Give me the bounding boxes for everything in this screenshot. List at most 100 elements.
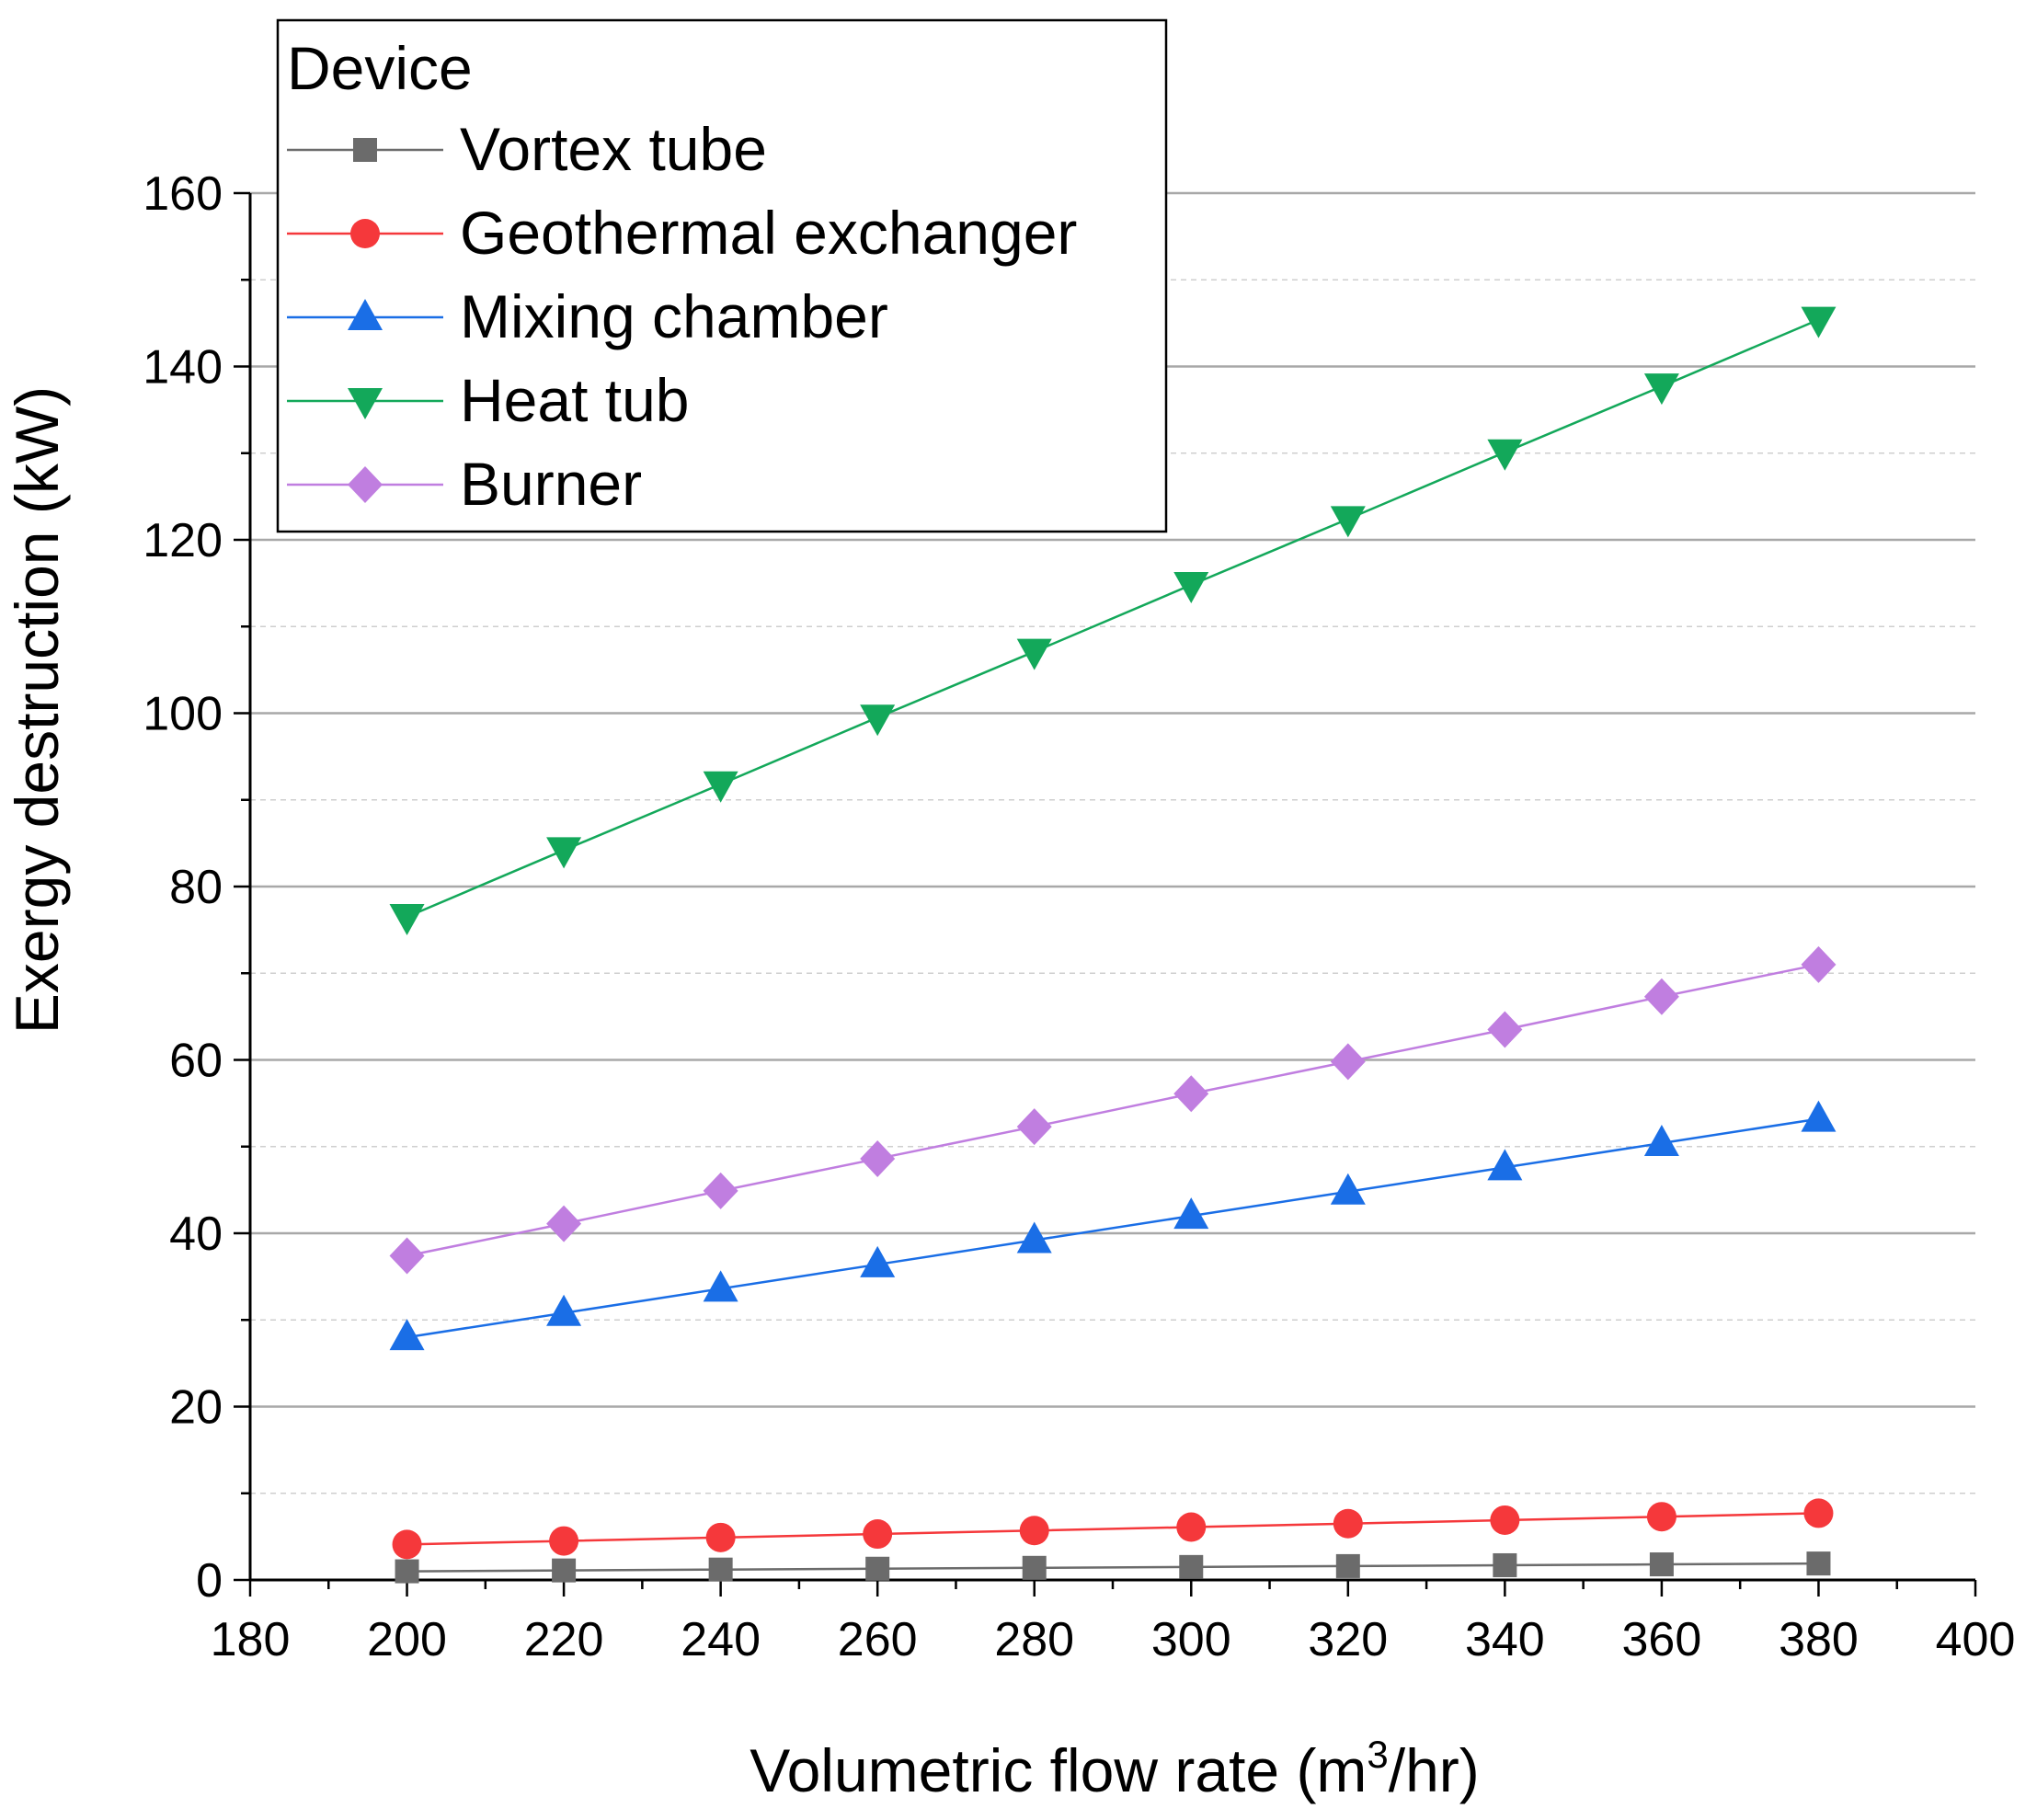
y-tick-label: 20 xyxy=(169,1381,223,1435)
data-point xyxy=(389,903,425,935)
data-point xyxy=(1333,1508,1363,1539)
data-point xyxy=(705,1522,736,1552)
legend-marker xyxy=(348,466,383,503)
data-point xyxy=(1330,1173,1366,1205)
data-point xyxy=(863,1519,893,1550)
legend-item: Vortex tube xyxy=(287,115,767,183)
data-point xyxy=(389,1237,425,1275)
legend-item: Heat tub xyxy=(287,366,690,434)
x-tick-label: 380 xyxy=(1779,1613,1859,1666)
y-tick-labels: 0 20 40 60 80 100 120 140 160 xyxy=(143,167,223,1608)
data-point xyxy=(708,1557,733,1582)
series-line xyxy=(406,1562,1819,1573)
series-heat-tub xyxy=(389,306,1837,935)
data-point xyxy=(1173,1075,1209,1113)
y-tick-label: 100 xyxy=(143,688,223,741)
x-axis-title-main: Volumetric flow rate (m xyxy=(750,1736,1367,1804)
data-point xyxy=(1330,1043,1366,1081)
data-point xyxy=(392,1529,422,1560)
data-point xyxy=(1493,1552,1517,1577)
data-point xyxy=(1016,1221,1052,1253)
data-point xyxy=(1487,439,1523,471)
series-line xyxy=(406,1512,1819,1546)
legend-box xyxy=(276,18,1168,533)
legend: Device Vortex tube Geothermal exchanger Mi… xyxy=(276,18,1168,533)
series-vortex-tube xyxy=(395,1551,1831,1584)
y-tick-label: 0 xyxy=(196,1554,223,1608)
legend-marker xyxy=(353,138,377,162)
legend-item: Mixing chamber xyxy=(287,282,888,350)
x-tick-label: 220 xyxy=(524,1613,604,1666)
data-point xyxy=(1643,1124,1679,1156)
data-point xyxy=(1330,506,1366,538)
data-point xyxy=(703,1172,738,1209)
data-point xyxy=(1335,1553,1360,1578)
series-line xyxy=(406,963,1819,1257)
x-tick-label: 180 xyxy=(211,1613,291,1666)
legend-label: Vortex tube xyxy=(460,115,767,183)
x-tick-label: 260 xyxy=(838,1613,918,1666)
data-point xyxy=(703,771,738,803)
legend-label: Heat tub xyxy=(460,366,690,434)
data-point xyxy=(1646,1502,1677,1532)
data-point xyxy=(1490,1505,1520,1535)
data-point xyxy=(552,1558,577,1583)
data-point xyxy=(1173,1197,1209,1230)
legend-marker xyxy=(348,299,383,330)
legend-items: Vortex tube Geothermal exchanger Mixing ch… xyxy=(287,115,1077,518)
legend-label: Mixing chamber xyxy=(460,282,888,350)
legend-label: Geothermal exchanger xyxy=(460,199,1077,267)
data-point xyxy=(546,1294,582,1326)
data-point xyxy=(1487,1011,1523,1048)
data-point xyxy=(1176,1512,1207,1542)
data-point xyxy=(1487,1149,1523,1181)
data-point xyxy=(1801,1100,1837,1132)
data-point xyxy=(1022,1555,1047,1580)
legend-marker xyxy=(348,388,383,419)
y-tick-label: 140 xyxy=(143,341,223,395)
y-tick-label: 120 xyxy=(143,514,223,567)
legend-item: Burner xyxy=(287,450,642,518)
y-tick-label: 60 xyxy=(169,1035,223,1088)
series-burner xyxy=(389,945,1837,1275)
data-point xyxy=(1803,1498,1834,1528)
x-tick-label: 360 xyxy=(1622,1613,1702,1666)
series-geothermal-exchanger xyxy=(392,1498,1834,1560)
y-axis-title: Exergy destruction (kW) xyxy=(3,386,71,1034)
x-tick-label: 320 xyxy=(1308,1613,1388,1666)
x-axis-title-tail: /hr) xyxy=(1389,1736,1480,1804)
data-point xyxy=(1016,638,1052,670)
series-line xyxy=(406,1117,1819,1339)
data-point xyxy=(1643,978,1679,1015)
data-point xyxy=(1643,373,1679,406)
data-point xyxy=(1801,945,1837,983)
y-tick-label: 160 xyxy=(143,167,223,221)
x-tick-label: 240 xyxy=(681,1613,761,1666)
data-point xyxy=(395,1559,419,1584)
series-mixing-chamber xyxy=(389,1100,1837,1351)
data-point xyxy=(703,1270,738,1302)
data-point xyxy=(1016,1108,1052,1146)
series-line xyxy=(406,318,1819,919)
data-point xyxy=(1179,1554,1204,1579)
x-tick-label: 340 xyxy=(1465,1613,1545,1666)
data-point xyxy=(860,704,896,737)
data-point xyxy=(1801,306,1837,338)
data-point xyxy=(1173,572,1209,604)
x-tick-label: 280 xyxy=(994,1613,1074,1666)
x-axis-title: Volumetric flow rate (m3/hr) xyxy=(750,1733,1480,1804)
legend-marker xyxy=(350,219,380,248)
x-tick-label: 400 xyxy=(1936,1613,2016,1666)
y-tick-label: 40 xyxy=(169,1208,223,1261)
data-point xyxy=(546,837,582,869)
y-tick-label: 80 xyxy=(169,861,223,914)
data-point xyxy=(389,1319,425,1351)
data-point xyxy=(549,1526,579,1556)
axes xyxy=(234,191,1977,1597)
x-axis-title-superscript: 3 xyxy=(1367,1733,1388,1776)
legend-item: Geothermal exchanger xyxy=(287,199,1077,267)
data-point xyxy=(1019,1516,1049,1546)
data-series xyxy=(389,306,1837,1584)
data-point xyxy=(1806,1551,1831,1576)
